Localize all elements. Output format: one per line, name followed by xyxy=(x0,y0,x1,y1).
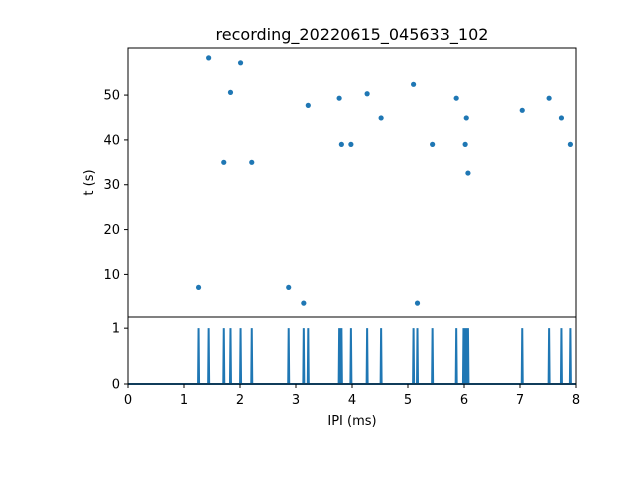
scatter-point-13 xyxy=(378,115,384,121)
x-axis-label: IPI (ms) xyxy=(327,414,376,429)
y-tick-label: 40 xyxy=(103,133,120,148)
ipi-spike-line xyxy=(128,328,576,385)
y-tick-label: 10 xyxy=(103,268,120,283)
scatter-point-11 xyxy=(348,141,354,147)
scatter-point-7 xyxy=(301,300,307,306)
scatter-point-9 xyxy=(336,95,342,101)
scatter-point-0 xyxy=(195,284,202,291)
scatter-point-2 xyxy=(221,159,227,165)
scatter-point-10 xyxy=(338,141,344,147)
y-axis-label: t (s) xyxy=(82,169,97,195)
scatter-point-4 xyxy=(237,60,244,66)
x-tick-label: 3 xyxy=(292,393,300,408)
scatter-point-16 xyxy=(430,141,436,147)
y-tick-label: 30 xyxy=(103,178,120,193)
scatter-point-3 xyxy=(227,89,234,95)
scatter-point-23 xyxy=(558,115,565,121)
x-tick-label: 4 xyxy=(348,393,356,408)
scatter-point-21 xyxy=(519,107,525,113)
ipi-frame xyxy=(127,316,577,385)
scatter-point-1 xyxy=(206,55,212,61)
scatter-point-19 xyxy=(463,115,469,121)
scatter-point-20 xyxy=(465,170,471,176)
x-tick-label: 8 xyxy=(572,393,580,408)
scatter-point-24 xyxy=(567,141,574,147)
x-tick-label: 6 xyxy=(460,393,468,408)
scatter-point-18 xyxy=(462,141,468,147)
x-tick-label: 7 xyxy=(516,393,524,408)
ipi-y-tick-label: 0 xyxy=(112,378,120,393)
scatter-point-14 xyxy=(411,81,417,87)
scatter-point-22 xyxy=(546,95,552,101)
scatter-point-5 xyxy=(249,159,255,165)
scatter-point-17 xyxy=(453,95,459,101)
scatter-point-12 xyxy=(364,91,370,97)
ipi-x-ticks: 0 1 2 3 4 5 6 7 8 xyxy=(124,384,580,408)
scatter-points xyxy=(195,55,574,306)
y-tick-label: 20 xyxy=(103,223,120,238)
scatter-point-8 xyxy=(305,102,311,108)
scatter-point-6 xyxy=(286,284,292,291)
chart-title: recording_20220615_045633_102 xyxy=(216,25,489,45)
scatter-y-ticks: 10 20 30 40 50 xyxy=(103,89,128,283)
x-tick-label: 1 xyxy=(180,393,188,408)
y-tick-label: 50 xyxy=(103,89,120,104)
scatter-point-15 xyxy=(414,300,421,306)
x-tick-label: 0 xyxy=(124,393,132,408)
x-tick-label: 2 xyxy=(236,393,244,408)
ipi-y-tick-label: 1 xyxy=(112,322,120,337)
x-tick-label: 5 xyxy=(404,393,412,408)
ipi-y-ticks: 01 xyxy=(112,322,128,393)
